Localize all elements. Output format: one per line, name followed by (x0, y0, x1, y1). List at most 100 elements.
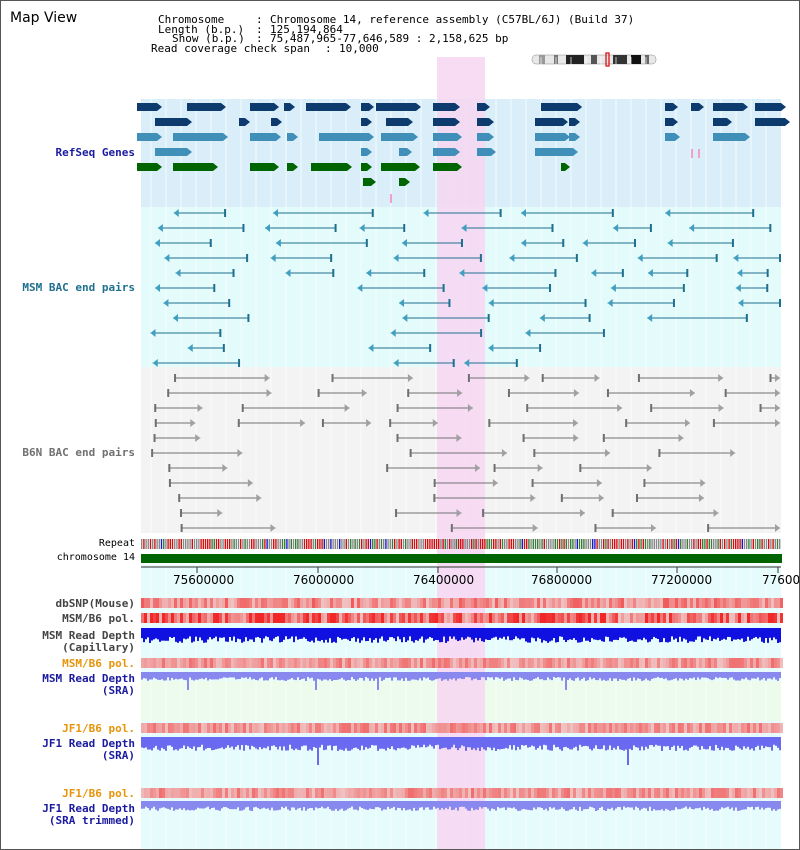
depth-bar (447, 737, 449, 750)
depth-bar (467, 672, 469, 678)
heat-cell (507, 658, 510, 668)
depth-bar (347, 628, 349, 640)
jf1-pol-1-heatmap[interactable] (141, 723, 783, 733)
depth-bar (209, 737, 211, 749)
repeat-mark (497, 539, 499, 549)
heat-cell (735, 613, 738, 623)
msm-bac-label[interactable]: MSM BAC end pairs (22, 281, 135, 294)
depth-bar (291, 672, 293, 679)
bac-end (492, 479, 498, 487)
repeat-mark (682, 539, 684, 549)
depth-bar (383, 801, 385, 810)
repeat-mark (429, 539, 431, 549)
repeat-mark (453, 539, 455, 549)
bac-end (521, 209, 527, 217)
depth-bar (749, 737, 751, 750)
depth-bar (165, 672, 167, 681)
repeat-mark (596, 539, 598, 549)
heat-cell (516, 613, 519, 623)
heat-cell (717, 658, 720, 668)
heat-cell (180, 723, 183, 733)
heat-cell (483, 658, 486, 668)
msm-pol-heatmap[interactable] (141, 613, 783, 623)
heat-cell (576, 613, 579, 623)
depth-bar (711, 628, 713, 642)
heat-cell (234, 613, 237, 623)
depth-bar (765, 628, 767, 639)
heat-cell (384, 723, 387, 733)
depth-bar (671, 801, 673, 811)
depth-bar (397, 672, 399, 681)
depth-bar (587, 628, 589, 641)
depth-bar (721, 672, 723, 678)
heat-cell (261, 613, 264, 623)
depth-bar (491, 737, 493, 751)
depth-bar (391, 672, 393, 681)
gene-feature (187, 103, 221, 111)
heat-cell (294, 723, 297, 733)
depth-bar (331, 672, 333, 681)
heat-cell (267, 788, 270, 798)
depth-bar (533, 737, 535, 747)
refseq-genes-label[interactable]: RefSeq Genes (55, 146, 135, 159)
repeat-mark (774, 539, 776, 549)
repeat-mark (317, 539, 319, 549)
heat-cell (528, 658, 531, 668)
b6n-bac-features[interactable] (151, 374, 780, 532)
jf1-depth-sra-bars[interactable] (141, 737, 781, 765)
heat-cell (726, 613, 729, 623)
depth-bar (383, 672, 385, 680)
repeat-mark (517, 539, 519, 549)
repeat-mark (275, 539, 277, 549)
chromosome-ideogram[interactable] (531, 52, 657, 67)
heat-cell (414, 658, 417, 668)
heat-cell (525, 723, 528, 733)
msm-pol-orange-heatmap[interactable] (141, 658, 783, 668)
heat-cell (516, 788, 519, 798)
heat-cell (546, 723, 549, 733)
depth-bar (665, 672, 667, 679)
depth-bar (635, 801, 637, 807)
depth-bar (525, 801, 527, 810)
depth-bar (701, 628, 703, 643)
msm-depth-sra-bars[interactable] (141, 672, 781, 690)
depth-bar (337, 737, 339, 751)
depth-bar (649, 737, 651, 746)
repeat-mark (220, 539, 222, 549)
repeat-track-bars[interactable] (141, 539, 781, 549)
depth-bar (203, 801, 205, 809)
dbsnp-heatmap[interactable] (141, 598, 783, 608)
depth-bar (729, 801, 731, 810)
depth-bar (183, 672, 185, 680)
b6n-bac-label[interactable]: B6N BAC end pairs (22, 446, 135, 459)
depth-bar (471, 672, 473, 681)
heat-cell (528, 613, 531, 623)
refseq-gene-features[interactable] (137, 103, 790, 203)
depth-bar (289, 737, 291, 745)
depth-bar (629, 801, 631, 808)
heat-cell (303, 658, 306, 668)
heat-cell (327, 598, 330, 608)
heat-cell (405, 788, 408, 798)
depth-bar (515, 672, 517, 680)
msm-bac-features[interactable] (150, 209, 781, 367)
heat-cell (738, 598, 741, 608)
depth-bar (253, 672, 255, 679)
bac-end (549, 284, 552, 292)
jf1-pol-2-heatmap[interactable] (141, 788, 783, 798)
msm-depth-capillary-bars[interactable] (141, 628, 781, 643)
jf1-depth-trimmed-label-line1: JF1 Read Depth (42, 802, 135, 815)
depth-bar (369, 801, 371, 809)
depth-bar (363, 672, 365, 681)
jf1-depth-trimmed-bars[interactable] (141, 801, 781, 811)
depth-bar (627, 737, 629, 765)
heat-cell (663, 658, 666, 668)
depth-bar (423, 672, 425, 678)
depth-bar (481, 672, 483, 678)
depth-bar (613, 628, 615, 640)
bac-end (368, 344, 374, 352)
depth-bar (193, 801, 195, 811)
chromosome-bar[interactable] (141, 554, 782, 563)
repeat-mark (361, 539, 363, 549)
